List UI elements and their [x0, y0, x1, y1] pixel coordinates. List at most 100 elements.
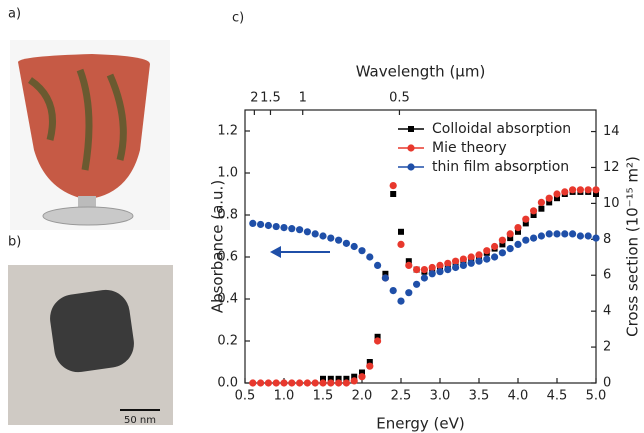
- data-point: [311, 230, 319, 238]
- data-point: [515, 228, 521, 235]
- x2-tick-label: 1.5: [260, 91, 281, 106]
- data-point: [351, 373, 358, 380]
- data-point: [522, 215, 530, 223]
- x-tick-label: 0.5: [235, 389, 256, 404]
- data-point: [498, 236, 506, 244]
- data-point: [428, 263, 436, 272]
- legend-label: Mie theory: [432, 140, 507, 156]
- x-tick-label: 4.0: [508, 389, 529, 404]
- data-point: [420, 274, 428, 282]
- data-point: [319, 232, 327, 240]
- data-point: [475, 257, 483, 265]
- data-point: [272, 222, 280, 231]
- x-tick-label: 2.0: [352, 389, 373, 404]
- y2-tick-label: 4: [603, 304, 611, 319]
- data-point: [530, 234, 538, 242]
- data-point: [428, 270, 436, 278]
- data-point: [319, 379, 327, 387]
- y-axis-label: Absorbance (a.u.): [209, 180, 227, 313]
- data-point: [452, 263, 460, 272]
- y-tick-label: 0.6: [217, 250, 238, 265]
- data-point: [475, 251, 483, 259]
- data-point: [359, 369, 365, 376]
- data-point: [327, 375, 334, 382]
- data-point: [436, 261, 444, 269]
- data-point: [506, 245, 514, 253]
- data-point: [249, 379, 257, 387]
- data-point: [444, 259, 452, 267]
- data-point: [335, 379, 343, 387]
- data-point: [514, 240, 522, 248]
- data-point: [545, 194, 553, 202]
- cup-photo: [10, 40, 170, 230]
- x-axis-label: Energy (eV): [376, 415, 464, 433]
- data-point: [335, 236, 343, 244]
- data-point: [420, 266, 428, 274]
- data-point: [467, 253, 475, 261]
- data-point: [335, 375, 342, 382]
- legend-marker: [408, 126, 414, 132]
- y2-axis-label: Cross section (10⁻¹⁵ m²): [624, 156, 642, 337]
- data-point: [537, 232, 546, 240]
- scale-bar-label: 50 nm: [124, 415, 156, 426]
- data-point: [303, 228, 311, 236]
- data-point: [350, 377, 358, 385]
- data-point: [405, 261, 413, 269]
- data-point: [389, 182, 397, 190]
- data-point: [561, 188, 569, 196]
- data-point: [554, 195, 560, 202]
- x-tick-label: 1.5: [313, 389, 334, 404]
- chart: 0.5 1.0 1.5 2.0 2.5 3.0 3.5 4.0 4.5 5.0 0.0 0.2 0.4 0…: [209, 63, 642, 433]
- data-point: [311, 379, 319, 387]
- data-point: [522, 236, 530, 244]
- x-tick-label: 4.5: [547, 389, 568, 404]
- data-point: [436, 268, 444, 276]
- y2-tick-label: 0: [603, 376, 611, 391]
- data-point: [561, 230, 569, 238]
- data-point: [506, 230, 514, 238]
- data-point: [507, 235, 514, 242]
- plot-frame: [244, 109, 597, 384]
- x-tick-label: 3.0: [430, 389, 451, 404]
- data-point: [545, 230, 553, 238]
- data-point: [569, 186, 577, 194]
- data-point: [272, 379, 280, 387]
- data-point: [397, 297, 405, 305]
- x-tick-label: 2.5: [391, 389, 412, 404]
- data-point: [397, 240, 405, 248]
- data-point: [592, 234, 600, 242]
- data-point: [374, 261, 382, 269]
- data-point: [358, 373, 366, 381]
- data-point: [257, 379, 265, 387]
- data-point: [288, 225, 296, 233]
- data-point: [522, 220, 529, 227]
- data-point: [530, 207, 538, 215]
- x2-axis-label: Wavelength (μm): [356, 63, 486, 81]
- data-point: [405, 258, 412, 265]
- data-point: [264, 221, 272, 230]
- data-point: [389, 287, 397, 295]
- data-point: [592, 186, 600, 194]
- data-point: [538, 205, 545, 212]
- data-point: [576, 232, 585, 240]
- data-point: [288, 379, 296, 387]
- data-point: [413, 266, 421, 274]
- data-point: [342, 239, 350, 247]
- data-point: [280, 224, 288, 232]
- data-point: [264, 379, 272, 387]
- data-point: [537, 198, 546, 206]
- data-point: [593, 191, 599, 197]
- data-point: [576, 186, 585, 194]
- legend-marker: [407, 163, 415, 171]
- y-tick-label: 1.0: [217, 166, 238, 181]
- data-point: [569, 230, 577, 238]
- data-point: [342, 379, 350, 387]
- data-point: [296, 379, 304, 387]
- data-point: [398, 228, 404, 235]
- data-point: [343, 375, 350, 382]
- y-tick-label: 0.2: [217, 334, 238, 349]
- tem-image: 50 nm: [8, 265, 173, 426]
- data-point: [584, 186, 592, 194]
- x2-tick-label: 1: [299, 91, 307, 106]
